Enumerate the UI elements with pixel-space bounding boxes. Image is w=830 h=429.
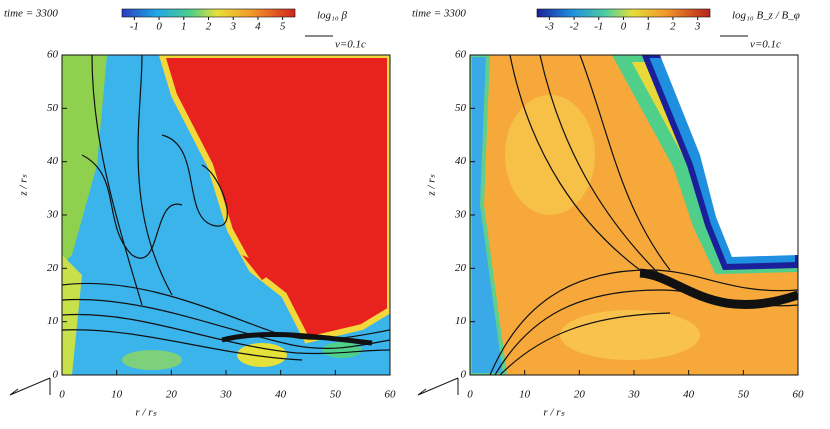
arrow-label: v=0.1c bbox=[750, 39, 781, 51]
colorbar-tick-label: -1 bbox=[130, 21, 139, 33]
colorbar-tick-label: 5 bbox=[280, 21, 286, 33]
x-tick-label: 0 bbox=[59, 389, 65, 401]
colorbar-tick-label: 1 bbox=[645, 21, 651, 33]
colorbar-tick-label: 2 bbox=[206, 21, 212, 33]
y-axis-label: z / rₛ bbox=[18, 173, 30, 196]
y-tick-label: 60 bbox=[455, 49, 467, 61]
x-tick-label: 40 bbox=[275, 389, 287, 401]
x-tick-label: 40 bbox=[683, 389, 695, 401]
left-field bbox=[62, 55, 390, 375]
y-tick-label: 50 bbox=[455, 102, 467, 114]
colorbar-tick-label: 1 bbox=[181, 21, 187, 33]
colorbar-label: log₁₀ β bbox=[317, 10, 347, 22]
y-tick-label: 60 bbox=[47, 49, 59, 61]
y-tick-label: 40 bbox=[47, 155, 59, 167]
panel-title: time = 3300 bbox=[412, 8, 466, 20]
y-tick-label: 0 bbox=[461, 369, 467, 381]
y-tick-label: 50 bbox=[47, 102, 59, 114]
colorbar-tick-label: 0 bbox=[156, 21, 162, 33]
y-tick-label: 10 bbox=[47, 315, 59, 327]
panel-title: time = 3300 bbox=[4, 8, 58, 20]
corner-axes bbox=[9, 377, 459, 396]
colorbar bbox=[536, 8, 711, 18]
x-tick-label: 30 bbox=[628, 389, 641, 401]
x-tick-label: 10 bbox=[519, 389, 531, 401]
x-tick-label: 30 bbox=[220, 389, 233, 401]
y-tick-label: 20 bbox=[47, 262, 59, 274]
y-tick-label: 30 bbox=[454, 209, 467, 221]
arrow-label: v=0.1c bbox=[335, 39, 366, 51]
y-tick-label: 20 bbox=[455, 262, 467, 274]
x-axis-label: r / rₛ bbox=[543, 407, 565, 419]
y-tick-label: 40 bbox=[455, 155, 467, 167]
colorbar bbox=[121, 8, 296, 18]
colorbar-tick-label: 2 bbox=[670, 21, 676, 33]
colorbar-tick-label: 3 bbox=[694, 21, 701, 33]
x-tick-label: 20 bbox=[166, 389, 178, 401]
colorbar-tick-label: -2 bbox=[569, 21, 579, 33]
x-axis-label: r / rₛ bbox=[135, 407, 157, 419]
colorbar-tick-label: 0 bbox=[621, 21, 627, 33]
x-tick-label: 10 bbox=[111, 389, 123, 401]
colorbar-tick-label: -3 bbox=[545, 21, 555, 33]
y-tick-label: 30 bbox=[46, 209, 59, 221]
y-tick-label: 0 bbox=[53, 369, 59, 381]
y-tick-label: 10 bbox=[455, 315, 467, 327]
x-tick-label: 50 bbox=[738, 389, 750, 401]
x-tick-label: 50 bbox=[330, 389, 342, 401]
colorbar-tick-label: 3 bbox=[229, 21, 236, 33]
x-tick-label: 60 bbox=[793, 389, 805, 401]
right-field bbox=[470, 55, 798, 375]
colorbar-tick-label: -1 bbox=[594, 21, 603, 33]
colorbar-label: log₁₀ B_z / B_φ bbox=[732, 10, 800, 22]
x-tick-label: 0 bbox=[467, 389, 473, 401]
colorbar-tick-label: 4 bbox=[255, 21, 261, 33]
y-axis-label: z / rₛ bbox=[426, 173, 438, 196]
x-tick-label: 60 bbox=[385, 389, 397, 401]
x-tick-label: 20 bbox=[574, 389, 586, 401]
